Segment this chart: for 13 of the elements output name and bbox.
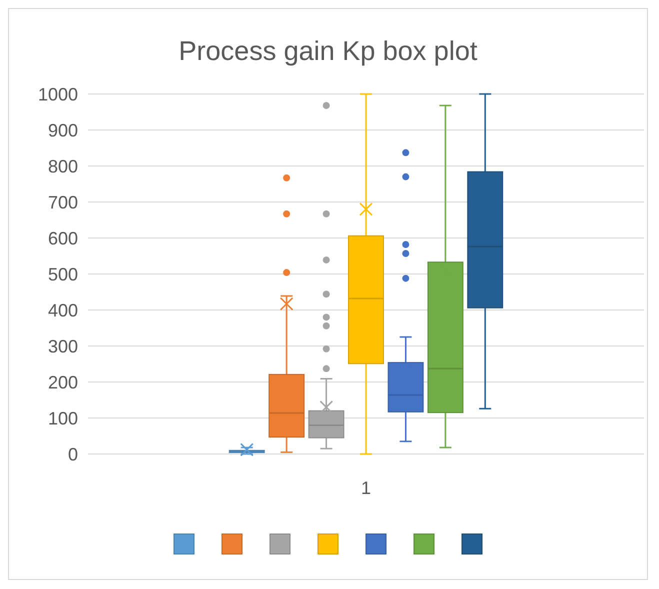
y-tick-label: 100 xyxy=(48,408,78,428)
chart-title: Process gain Kp box plot xyxy=(178,36,478,66)
y-tick-label: 400 xyxy=(48,300,78,320)
y-tick-label: 300 xyxy=(48,336,78,356)
y-tick-label: 900 xyxy=(48,120,78,140)
y-tick-label: 500 xyxy=(48,264,78,284)
y-tick-label: 200 xyxy=(48,372,78,392)
y-tick-label: 0 xyxy=(68,444,78,464)
y-tick-label: 800 xyxy=(48,156,78,176)
x-tick-label: 1 xyxy=(360,478,372,498)
y-tick-label: 1000 xyxy=(38,84,78,104)
y-tick-label: 600 xyxy=(48,228,78,248)
y-tick-label: 700 xyxy=(48,192,78,212)
